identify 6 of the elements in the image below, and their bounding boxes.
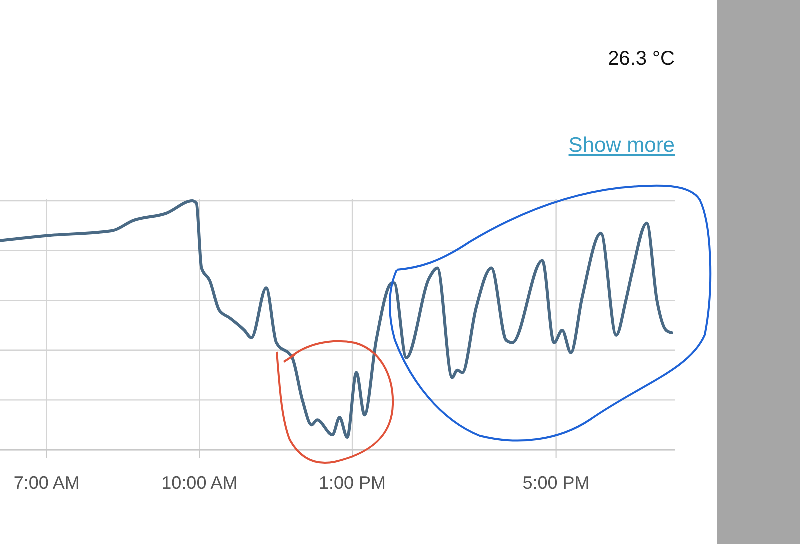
text: Show more: [568, 134, 675, 157]
x-tick-label: 1:00 PM: [319, 473, 386, 493]
x-tick-label: 5:00 PM: [522, 473, 590, 493]
x-tick-label: 7:00 AM: [14, 473, 80, 493]
x-tick-label: 10:00 AM: [162, 473, 238, 493]
text: 26.3 °C: [608, 48, 675, 70]
